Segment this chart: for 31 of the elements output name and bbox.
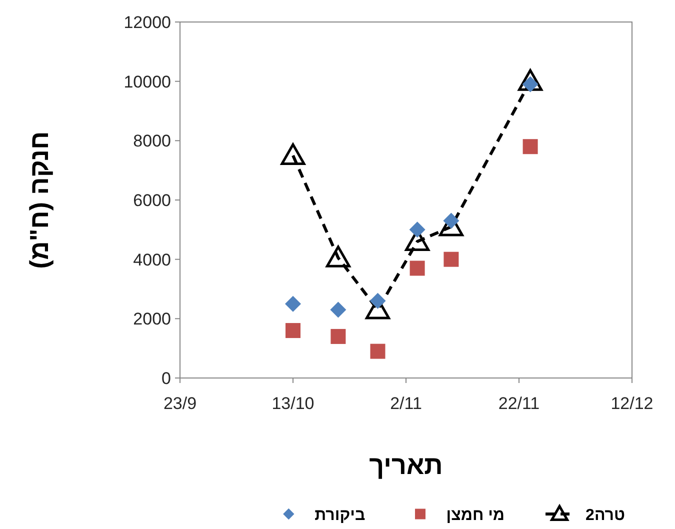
point xyxy=(409,222,426,238)
y-axis-title: חנקה (ח"מ) xyxy=(24,131,54,269)
point xyxy=(285,296,301,312)
x-tick-label: 12/12 xyxy=(610,394,654,413)
x-axis-title: תאריך xyxy=(369,450,443,480)
y-tick-label: 12000 xyxy=(124,13,171,32)
y-tick-label: 8000 xyxy=(133,132,171,151)
y-tick-label: 10000 xyxy=(124,72,171,92)
y-tick-label: 2000 xyxy=(133,310,171,329)
point xyxy=(330,328,346,344)
legend-label: טרה2 xyxy=(586,507,625,524)
point xyxy=(444,252,459,267)
point xyxy=(443,212,460,229)
x-tick-label: 13/10 xyxy=(272,394,314,413)
point xyxy=(518,69,543,91)
x-tick-label: 23/9 xyxy=(163,394,197,413)
y-tick-label: 0 xyxy=(162,369,171,388)
y-tick-label: 6000 xyxy=(133,191,171,210)
x-tick-label: 22/11 xyxy=(498,394,540,413)
point xyxy=(330,302,346,318)
point xyxy=(280,143,306,165)
point xyxy=(410,260,425,276)
point xyxy=(286,323,300,338)
point xyxy=(326,246,350,268)
legend-label: ביקורת xyxy=(314,507,366,524)
y-tick-label: 4000 xyxy=(133,250,171,270)
point xyxy=(370,344,386,359)
point xyxy=(370,292,386,309)
point xyxy=(522,139,538,154)
x-tick-label: 2/11 xyxy=(390,394,422,413)
legend-label: מי חמצן xyxy=(446,507,505,524)
